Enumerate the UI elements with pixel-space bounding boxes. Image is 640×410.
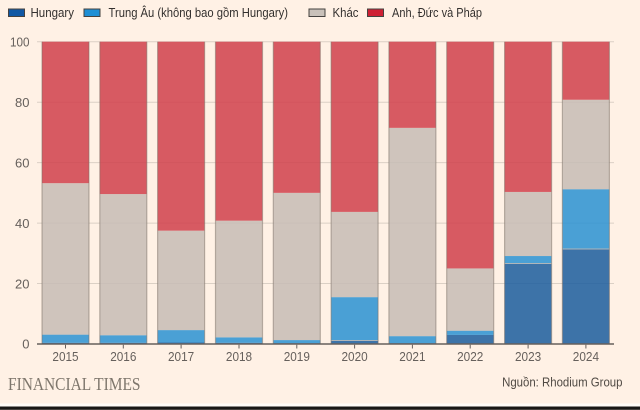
svg-text:80: 80 [15,95,29,110]
svg-text:60: 60 [15,156,29,171]
svg-text:Khác: Khác [333,6,359,20]
svg-text:2021: 2021 [399,349,425,364]
svg-text:Anh, Đức và Pháp: Anh, Đức và Pháp [392,6,482,20]
svg-text:2022: 2022 [457,349,483,364]
svg-text:2019: 2019 [284,349,310,364]
svg-text:2024: 2024 [573,349,599,364]
svg-text:100: 100 [10,35,30,50]
svg-text:2016: 2016 [110,349,136,364]
svg-text:FINANCIAL TIMES: FINANCIAL TIMES [8,374,141,394]
svg-text:2018: 2018 [226,349,252,364]
svg-text:2023: 2023 [515,349,541,364]
svg-text:2020: 2020 [342,349,368,364]
svg-text:2015: 2015 [52,349,78,364]
svg-text:20: 20 [15,277,29,292]
svg-text:Trung Âu (không bao gồm Hungar: Trung Âu (không bao gồm Hungary) [109,5,289,20]
svg-text:2017: 2017 [168,349,194,364]
svg-text:0: 0 [22,337,29,352]
svg-text:Hungary: Hungary [31,6,75,20]
svg-text:40: 40 [15,216,29,231]
svg-text:Nguồn: Rhodium Group: Nguồn: Rhodium Group [502,375,622,389]
